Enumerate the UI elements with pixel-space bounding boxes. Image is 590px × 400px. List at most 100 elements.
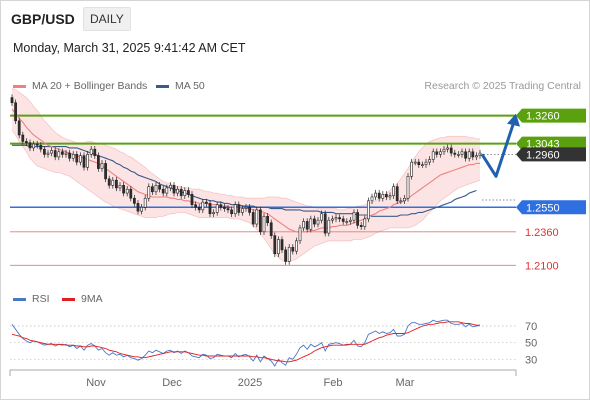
candle-body xyxy=(205,201,208,204)
candle-body xyxy=(269,222,273,236)
candle-body xyxy=(25,141,28,144)
candle-body xyxy=(309,218,313,230)
candle-body xyxy=(320,213,323,221)
candle-body xyxy=(406,176,410,199)
candle-body xyxy=(273,235,277,255)
candle-body xyxy=(233,204,237,215)
candle-body xyxy=(223,206,226,209)
candle-body xyxy=(46,152,50,155)
level-tag-text: 1.2960 xyxy=(526,149,560,161)
candle-body xyxy=(323,213,327,234)
candle-body xyxy=(237,204,241,213)
candle-body xyxy=(136,203,140,212)
candle-body xyxy=(64,152,68,155)
candle-body xyxy=(226,208,230,211)
candle-body xyxy=(446,147,449,150)
candle-body xyxy=(345,221,349,223)
candle-body xyxy=(431,151,435,160)
candle-body xyxy=(367,200,370,220)
chart-datetime: Monday, March 31, 2025 9:41:42 AM CET xyxy=(13,41,246,55)
candle-body xyxy=(295,240,298,252)
rsi-ma-line xyxy=(11,321,480,363)
candle-body xyxy=(381,194,385,199)
level-tag-text: 1.2550 xyxy=(526,202,560,214)
candle-body xyxy=(370,196,374,202)
candle-body xyxy=(435,151,439,155)
candle-body xyxy=(115,179,118,189)
rsi-tick-label: 70 xyxy=(525,321,537,333)
candle-body xyxy=(442,148,446,153)
candle-body xyxy=(125,188,129,194)
candle-body xyxy=(385,194,388,198)
candle-body xyxy=(259,209,262,233)
ma50-line xyxy=(12,144,477,217)
level-tag-text: 1.2100 xyxy=(525,260,559,272)
candle-body xyxy=(104,163,107,180)
candle-body xyxy=(453,152,457,155)
legend-rsi: RSI xyxy=(13,293,50,305)
candle-body xyxy=(327,219,331,234)
source-credit: Research © 2025 Trading Central xyxy=(424,80,581,92)
candle-body xyxy=(244,206,248,209)
candle-body xyxy=(133,197,136,204)
rsi-tick-label: 30 xyxy=(525,354,537,366)
candle-body xyxy=(374,192,377,198)
candle-body xyxy=(97,155,100,169)
candle-body xyxy=(39,145,43,150)
rsi-ma-swatch xyxy=(62,297,75,301)
x-tick-label: 2025 xyxy=(238,377,262,389)
candle-body xyxy=(377,192,381,199)
level-tag-1.2960 xyxy=(516,147,586,162)
symbol-title: GBP/USD xyxy=(11,11,75,27)
candle-body xyxy=(32,143,35,149)
bollinger-upper-line xyxy=(11,88,480,211)
level-tag-1.3260 xyxy=(516,108,586,123)
bollinger-band-area xyxy=(12,88,480,262)
candle-body xyxy=(291,246,295,252)
candle-body xyxy=(79,155,82,163)
candle-body xyxy=(140,206,143,212)
level-label-1.3260: 1.3260 xyxy=(516,108,586,123)
candle-body xyxy=(154,185,158,193)
candle-body xyxy=(475,155,478,158)
candle-body xyxy=(388,195,392,198)
candle-body xyxy=(277,239,280,255)
candle-body xyxy=(71,154,75,159)
forecast-arrow xyxy=(480,121,516,178)
candle-body xyxy=(331,218,334,221)
candle-body xyxy=(298,227,302,242)
rsi-swatch xyxy=(13,297,26,301)
x-tick-label: Mar xyxy=(396,377,415,389)
legend-ma20: MA 20 + Bollinger Bands xyxy=(13,80,147,92)
candle-body xyxy=(151,186,154,193)
candle-body xyxy=(248,206,251,213)
candle-body xyxy=(161,188,165,194)
candle-body xyxy=(75,154,79,163)
candle-body xyxy=(107,178,111,186)
x-tick-label: Dec xyxy=(162,377,182,389)
candle-body xyxy=(111,179,115,186)
legend-rsi-ma: 9MA xyxy=(62,293,103,305)
legend-rsi-label: RSI xyxy=(32,293,50,305)
candle-body xyxy=(439,151,442,155)
candle-body xyxy=(183,190,187,196)
candle-body xyxy=(334,217,338,220)
legend-rsi-ma-label: 9MA xyxy=(81,293,103,305)
candle-body xyxy=(460,151,464,155)
level-label-1.2550: 1.2550 xyxy=(516,200,586,215)
candle-body xyxy=(68,152,71,159)
candle-body xyxy=(212,212,215,215)
candle-body xyxy=(341,218,345,222)
candle-body xyxy=(302,221,305,229)
candle-body xyxy=(10,97,14,104)
candle-body xyxy=(50,150,53,154)
candle-body xyxy=(197,206,201,211)
candle-body xyxy=(449,147,453,154)
timeframe-button[interactable]: DAILY xyxy=(83,7,131,31)
candle-body xyxy=(176,188,179,194)
candle-body xyxy=(421,164,424,166)
candle-body xyxy=(352,212,356,221)
candle-body xyxy=(208,203,212,215)
candle-body xyxy=(230,209,233,215)
level-tag-text: 1.2360 xyxy=(525,227,559,239)
